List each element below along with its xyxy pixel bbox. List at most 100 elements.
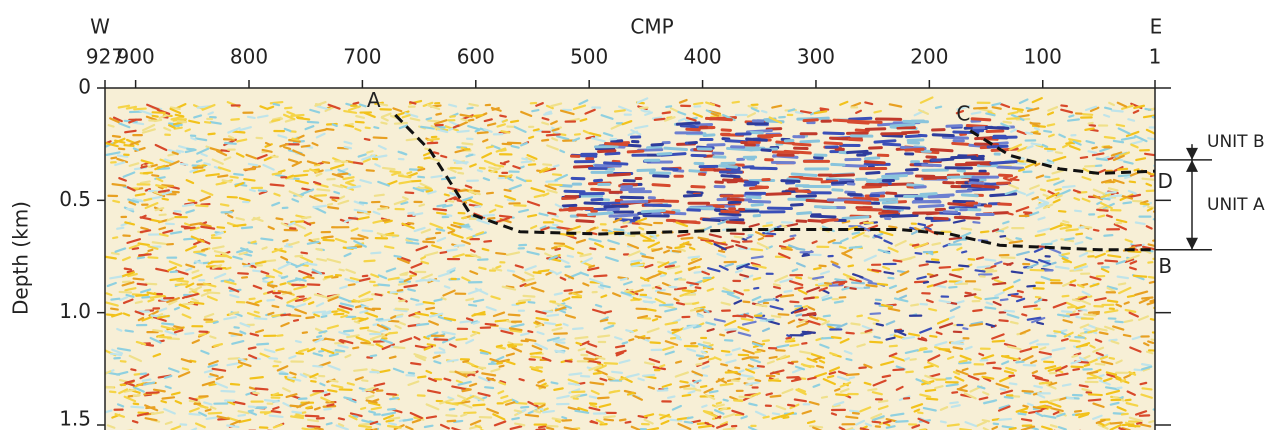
- seismic-stroke: [395, 256, 401, 257]
- seismic-stroke: [979, 354, 983, 355]
- seismic-stroke: [1128, 296, 1134, 297]
- seismic-stroke: [851, 324, 859, 325]
- seismic-stroke: [804, 120, 817, 121]
- seismic-stroke: [667, 247, 671, 248]
- seismic-stroke: [666, 106, 671, 107]
- seismic-stroke: [268, 313, 273, 315]
- seismic-stroke: [828, 325, 841, 326]
- seismic-stroke: [868, 180, 879, 181]
- seismic-stroke: [160, 215, 166, 216]
- seismic-stroke: [555, 243, 564, 244]
- seismic-stroke: [555, 249, 559, 250]
- seismic-stroke: [1056, 152, 1062, 153]
- seismic-stroke: [1070, 284, 1075, 285]
- seismic-stroke: [758, 366, 764, 367]
- seismic-stroke: [976, 270, 985, 271]
- seismic-stroke: [191, 138, 195, 140]
- seismic-stroke: [681, 126, 697, 127]
- seismic-stroke: [839, 283, 844, 284]
- seismic-stroke: [111, 158, 116, 159]
- seismic-stroke: [615, 110, 625, 111]
- seismic-stroke: [315, 428, 322, 429]
- seismic-stroke: [355, 321, 359, 322]
- seismic-stroke: [1052, 240, 1056, 241]
- seismic-stroke: [824, 316, 830, 317]
- seismic-stroke: [874, 337, 879, 338]
- seismic-stroke: [307, 277, 313, 278]
- seismic-stroke: [654, 201, 678, 202]
- seismic-stroke: [316, 249, 321, 250]
- seismic-stroke: [306, 407, 311, 408]
- seismic-stroke: [722, 176, 739, 177]
- seismic-stroke: [248, 117, 255, 118]
- seismic-stroke: [428, 139, 439, 140]
- seismic-stroke: [798, 213, 811, 214]
- seismic-stroke: [324, 409, 330, 410]
- seismic-stroke: [661, 275, 665, 276]
- seismic-stroke: [1083, 114, 1092, 115]
- seismic-stroke: [496, 253, 505, 254]
- seismic-stroke: [511, 121, 518, 122]
- seismic-stroke: [1115, 322, 1122, 323]
- seismic-stroke: [677, 338, 681, 339]
- seismic-stroke: [177, 281, 188, 282]
- seismic-stroke: [395, 123, 407, 124]
- seismic-stroke: [251, 377, 263, 378]
- seismic-stroke: [972, 159, 983, 160]
- seismic-stroke: [890, 346, 897, 347]
- seismic-stroke: [425, 426, 433, 427]
- seismic-stroke: [846, 192, 855, 193]
- seismic-stroke: [919, 206, 943, 207]
- seismic-stroke: [274, 104, 279, 105]
- seismic-stroke: [1092, 147, 1096, 148]
- seismic-stroke: [141, 166, 146, 167]
- seismic-stroke: [954, 347, 962, 349]
- seismic-stroke: [835, 279, 845, 280]
- seismic-stroke: [1089, 151, 1097, 153]
- seismic-stroke: [424, 302, 434, 303]
- seismic-stroke: [836, 394, 847, 395]
- seismic-stroke: [733, 102, 739, 103]
- seismic-stroke: [450, 409, 454, 410]
- seismic-stroke: [598, 336, 609, 337]
- seismic-stroke: [1036, 297, 1040, 298]
- seismic-stroke: [795, 288, 802, 289]
- seismic-stroke: [688, 417, 693, 418]
- seismic-stroke: [621, 226, 626, 227]
- seismic-stroke: [249, 347, 256, 348]
- seismic-stroke: [1105, 137, 1115, 138]
- seismic-stroke: [696, 390, 700, 391]
- seismic-stroke: [642, 210, 664, 211]
- seismic-stroke: [1061, 105, 1067, 106]
- seismic-stroke: [575, 134, 580, 135]
- seismic-stroke: [865, 162, 884, 163]
- seismic-stroke: [999, 320, 1007, 321]
- seismic-stroke: [1025, 393, 1031, 394]
- seismic-stroke: [985, 298, 998, 299]
- seismic-stroke: [505, 190, 511, 191]
- seismic-stroke: [1108, 301, 1117, 302]
- seismic-stroke: [987, 363, 995, 364]
- seismic-stroke: [456, 339, 466, 340]
- seismic-stroke: [381, 123, 386, 124]
- seismic-stroke: [548, 213, 555, 214]
- seismic-stroke: [782, 248, 792, 249]
- seismic-stroke: [281, 283, 286, 284]
- seismic-stroke: [1111, 423, 1122, 424]
- seismic-stroke: [963, 369, 968, 371]
- seismic-stroke: [408, 223, 413, 224]
- seismic-stroke: [353, 347, 358, 348]
- seismic-stroke: [244, 179, 254, 180]
- seismic-stroke: [1074, 198, 1079, 200]
- seismic-stroke: [809, 220, 822, 221]
- seismic-stroke: [972, 186, 998, 188]
- seismic-stroke: [724, 428, 735, 429]
- seismic-stroke: [985, 271, 996, 272]
- seismic-stroke: [176, 115, 183, 116]
- seismic-stroke: [250, 190, 255, 191]
- seismic-stroke: [199, 334, 205, 335]
- east-label: E: [1150, 15, 1163, 39]
- seismic-stroke: [849, 194, 862, 195]
- seismic-stroke: [1117, 388, 1121, 389]
- seismic-stroke: [977, 257, 983, 259]
